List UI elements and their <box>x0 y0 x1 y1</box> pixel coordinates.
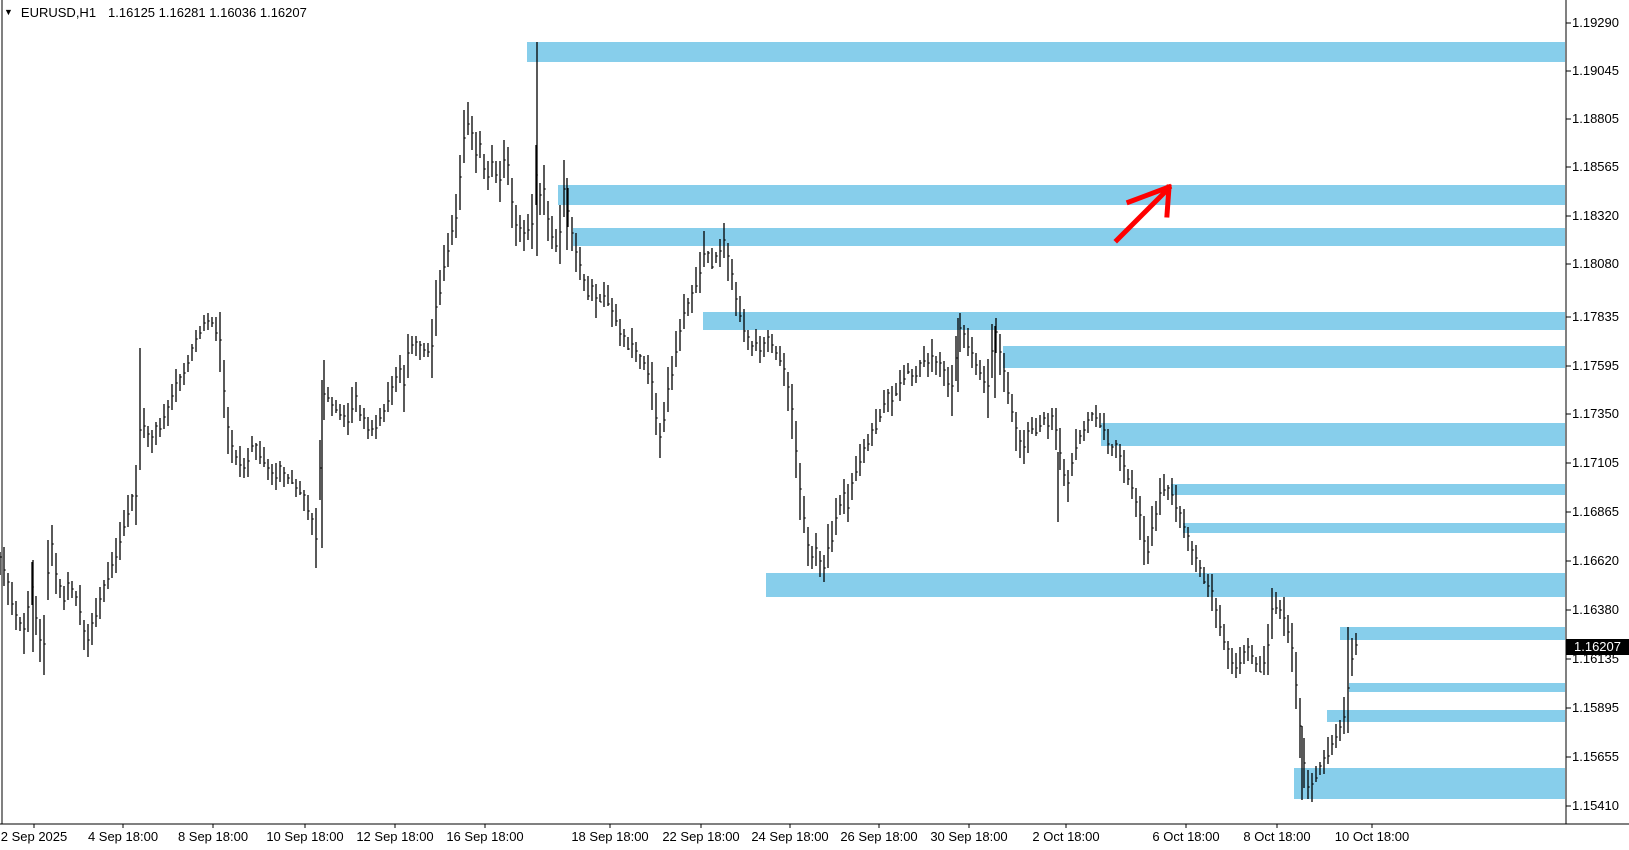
time-label: 12 Sep 18:00 <box>356 829 434 844</box>
time-label: 2 Sep 2025 <box>0 829 68 844</box>
symbol-period-label: EURUSD,H1 <box>20 4 97 20</box>
supply-demand-zone[interactable] <box>1349 683 1565 692</box>
price-label: 1.18805 <box>1572 111 1619 126</box>
price-label: 1.16865 <box>1572 504 1619 519</box>
trend-arrow-stroke[interactable] <box>1164 184 1172 218</box>
price-label: 1.18565 <box>1572 159 1619 174</box>
price-label: 1.16620 <box>1572 553 1619 568</box>
trend-arrow[interactable] <box>1113 183 1173 244</box>
time-label: 2 Oct 18:00 <box>1032 829 1100 844</box>
supply-demand-zone[interactable] <box>573 228 1565 246</box>
trend-arrow-stroke[interactable] <box>1113 187 1170 244</box>
supply-demand-zone[interactable] <box>1171 484 1565 495</box>
supply-demand-zone[interactable] <box>703 312 1565 330</box>
supply-demand-zones[interactable] <box>527 42 1565 799</box>
ohlc-toggle-icon[interactable]: ▼ <box>4 7 13 17</box>
supply-demand-zone[interactable] <box>766 573 1565 597</box>
time-label: 10 Sep 18:00 <box>266 829 344 844</box>
price-label: 1.18080 <box>1572 256 1619 271</box>
price-label: 1.16135 <box>1572 651 1619 666</box>
ohlc-close-ticks <box>0 123 1358 788</box>
time-label: 24 Sep 18:00 <box>751 829 829 844</box>
price-label: 1.16380 <box>1572 602 1619 617</box>
trend-arrow-stroke[interactable] <box>1125 183 1173 206</box>
chart-title: ▼ EURUSD,H1 1.16125 1.16281 1.16036 1.16… <box>4 4 307 20</box>
time-label: 16 Sep 18:00 <box>446 829 524 844</box>
supply-demand-zone[interactable] <box>1101 423 1565 446</box>
price-label: 1.15895 <box>1572 700 1619 715</box>
supply-demand-zone[interactable] <box>1183 523 1565 533</box>
price-bars <box>0 42 1358 802</box>
price-label: 1.15655 <box>1572 749 1619 764</box>
time-label: 26 Sep 18:00 <box>840 829 918 844</box>
time-label: 6 Oct 18:00 <box>1152 829 1220 844</box>
time-label: 30 Sep 18:00 <box>930 829 1008 844</box>
supply-demand-zone[interactable] <box>1340 627 1565 640</box>
ohlc-bar-series <box>0 42 1357 802</box>
time-label: 8 Oct 18:00 <box>1243 829 1311 844</box>
price-label: 1.17350 <box>1572 406 1619 421</box>
price-label: 1.17595 <box>1572 358 1619 373</box>
time-label: 22 Sep 18:00 <box>662 829 740 844</box>
price-label: 1.19045 <box>1572 63 1619 78</box>
supply-demand-zone[interactable] <box>527 42 1565 62</box>
time-label: 18 Sep 18:00 <box>571 829 649 844</box>
ohlc-readout: 1.16125 1.16281 1.16036 1.16207 <box>108 4 307 20</box>
price-label: 1.18320 <box>1572 208 1619 223</box>
price-label: 1.17835 <box>1572 309 1619 324</box>
supply-demand-zone[interactable] <box>1327 710 1565 722</box>
price-label: 1.17105 <box>1572 455 1619 470</box>
supply-demand-zone[interactable] <box>1294 768 1565 799</box>
axes-frame <box>0 0 1629 828</box>
current-price-badge: 1.16207 <box>1566 639 1629 655</box>
time-label: 4 Sep 18:00 <box>87 829 159 844</box>
time-label: 8 Sep 18:00 <box>177 829 249 844</box>
time-label: 10 Oct 18:00 <box>1334 829 1410 844</box>
supply-demand-zone[interactable] <box>558 185 1565 205</box>
price-label: 1.19290 <box>1572 15 1619 30</box>
price-label: 1.15410 <box>1572 798 1619 813</box>
supply-demand-zone[interactable] <box>1003 346 1565 368</box>
